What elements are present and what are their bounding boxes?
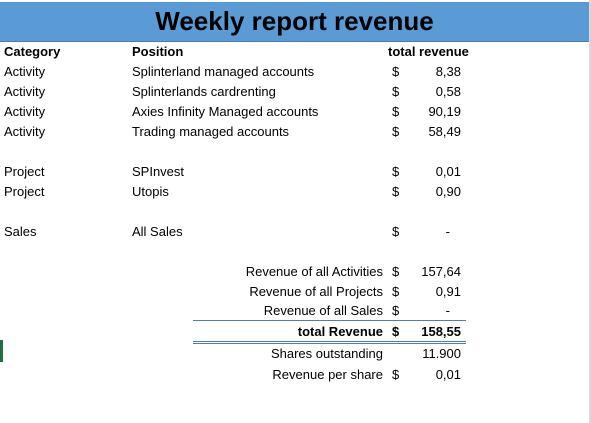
currency-symbol: $ [392,164,400,179]
row-value[interactable]: - [445,224,450,239]
summary-total-value[interactable]: 158,55 [421,324,461,339]
currency-symbol: $ [392,324,400,339]
row-value[interactable]: 0,01 [435,164,461,179]
row-position[interactable]: Axies Infinity Managed accounts [132,104,319,119]
header-total-revenue[interactable]: total revenue [388,44,469,59]
row-position[interactable]: Splinterland managed accounts [132,64,315,79]
currency-symbol: $ [392,64,400,79]
summary-sales-value[interactable]: - [445,303,450,318]
summary-sales-label[interactable]: Revenue of all Sales [263,303,383,318]
total-double-rule [193,341,466,344]
row-value[interactable]: 0,90 [435,184,461,199]
row-category[interactable]: Project [4,184,45,199]
currency-symbol: $ [392,367,400,382]
summary-shares-value[interactable]: 11.900 [422,346,461,361]
summary-per-share-label[interactable]: Revenue per share [272,367,383,382]
summary-projects-label[interactable]: Revenue of all Projects [249,284,383,299]
subtotal-rule [193,320,466,321]
row-position[interactable]: Splinterlands cardrenting [132,84,276,99]
currency-symbol: $ [392,224,400,239]
report-title-bar: Weekly report revenue [0,2,589,42]
sheet-edge-divider [589,0,591,423]
currency-symbol: $ [392,104,400,119]
row-value[interactable]: 58,49 [428,124,461,139]
summary-total-label[interactable]: total Revenue [297,324,383,339]
currency-symbol: $ [392,264,400,279]
row-position[interactable]: SPInvest [132,164,185,179]
row-category[interactable]: Activity [4,104,46,119]
summary-projects-value[interactable]: 0,91 [435,284,461,299]
header-category[interactable]: Category [4,44,61,59]
row-value[interactable]: 8,38 [435,64,461,79]
row-category[interactable]: Activity [4,124,46,139]
currency-symbol: $ [392,284,400,299]
row-position[interactable]: All Sales [132,224,183,239]
header-position[interactable]: Position [132,44,184,59]
row-position[interactable]: Trading managed accounts [132,124,290,139]
summary-activities-label[interactable]: Revenue of all Activities [245,264,383,279]
summary-per-share-value[interactable]: 0,01 [435,367,461,382]
summary-activities-value[interactable]: 157,64 [421,264,461,279]
row-category[interactable]: Activity [4,64,46,79]
currency-symbol: $ [392,124,400,139]
row-category[interactable]: Project [4,164,45,179]
row-position[interactable]: Utopis [132,184,169,199]
summary-shares-label[interactable]: Shares outstanding [270,346,383,361]
row-category[interactable]: Sales [4,224,37,239]
report-title: Weekly report revenue [155,6,434,36]
selected-row-marker [0,340,3,362]
currency-symbol: $ [392,303,400,318]
row-category[interactable]: Activity [4,84,46,99]
row-value[interactable]: 90,19 [428,104,461,119]
currency-symbol: $ [392,184,400,199]
currency-symbol: $ [392,84,400,99]
row-value[interactable]: 0,58 [435,84,461,99]
